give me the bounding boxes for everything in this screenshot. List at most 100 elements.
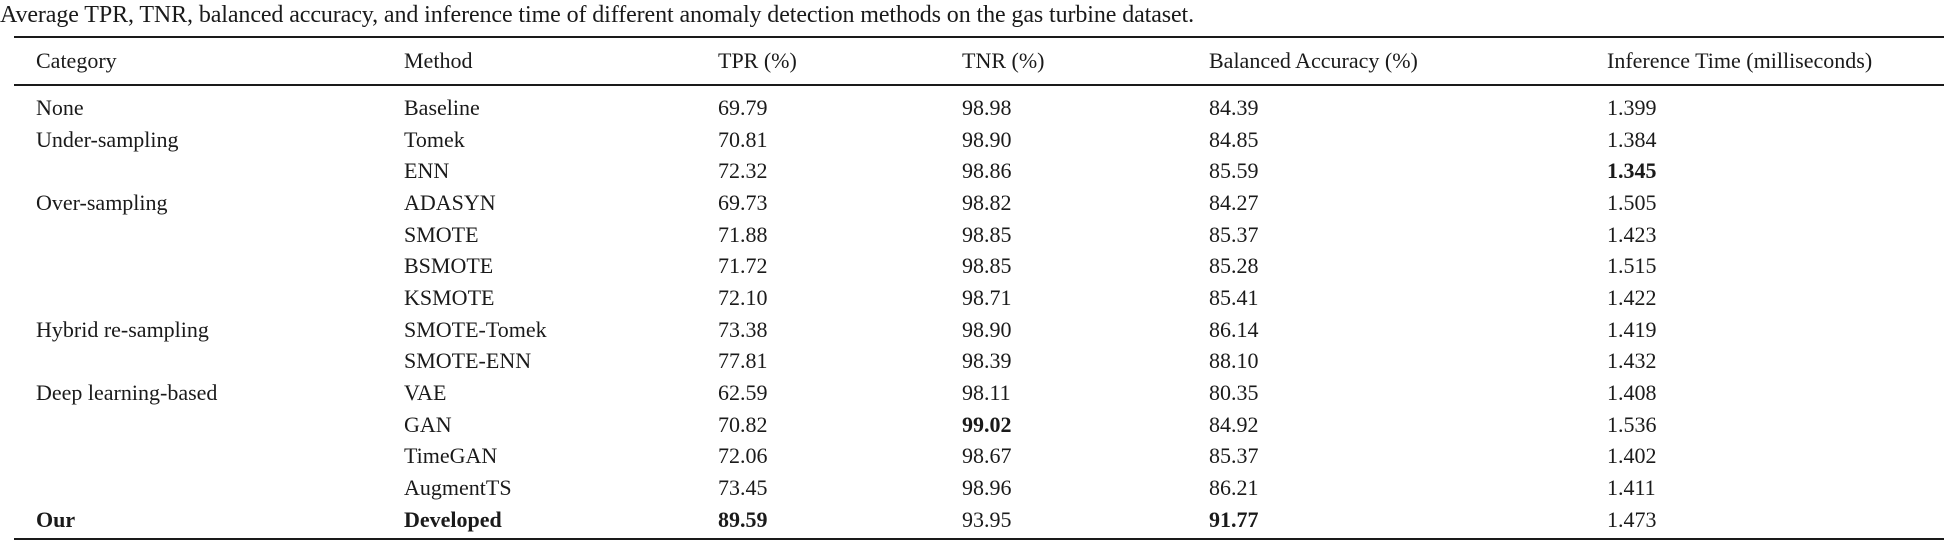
header-category: Category bbox=[14, 36, 382, 86]
tpr-cell: 72.32 bbox=[718, 158, 768, 184]
tpr-cell: 69.79 bbox=[718, 94, 768, 120]
method-cell: SMOTE-Tomek bbox=[404, 316, 547, 342]
tpr-cell: 70.82 bbox=[718, 411, 768, 437]
category-cell: None bbox=[36, 94, 84, 120]
tnr-cell: 98.82 bbox=[962, 189, 1012, 215]
balanced-accuracy-cell: 85.41 bbox=[1209, 284, 1259, 310]
category-cell bbox=[14, 409, 382, 441]
table-row: TimeGAN 72.06 98.67 85.37 1.402 bbox=[14, 441, 1944, 473]
tpr-cell: 73.38 bbox=[718, 316, 768, 342]
table-row: BSMOTE 71.72 98.85 85.28 1.515 bbox=[14, 250, 1944, 282]
tnr-cell: 93.95 bbox=[940, 503, 1187, 540]
tnr-cell: 98.85 bbox=[962, 221, 1012, 247]
tpr-cell: 62.59 bbox=[718, 380, 768, 406]
category-cell: Over-sampling bbox=[36, 189, 168, 215]
table-row: AugmentTS 73.45 98.96 86.21 1.411 bbox=[14, 472, 1944, 504]
table-row: Our Developed 89.59 93.95 91.77 1.473 bbox=[14, 503, 1944, 540]
balanced-accuracy-cell: 84.85 bbox=[1209, 126, 1259, 152]
tnr-cell: 98.85 bbox=[962, 253, 1012, 279]
tpr-cell: 73.45 bbox=[718, 475, 768, 501]
table-row: GAN 70.82 99.02 84.92 1.536 bbox=[14, 409, 1944, 441]
category-cell bbox=[14, 282, 382, 314]
header-balanced-accuracy: Balanced Accuracy (%) bbox=[1187, 36, 1585, 86]
tpr-cell: 69.73 bbox=[718, 189, 768, 215]
tnr-cell: 98.67 bbox=[962, 443, 1012, 469]
inference-time-cell: 1.345 bbox=[1607, 158, 1657, 184]
table-row: Deep learning-based VAE 62.59 98.11 80.35 1.4… bbox=[14, 377, 1944, 409]
balanced-accuracy-cell: 84.92 bbox=[1209, 411, 1259, 437]
inference-time-cell: 1.399 bbox=[1607, 94, 1657, 120]
category-cell bbox=[14, 441, 382, 473]
inference-time-cell: 1.536 bbox=[1607, 411, 1657, 437]
header-method: Method bbox=[382, 36, 696, 86]
method-cell: GAN bbox=[404, 411, 452, 437]
table-row: SMOTE 71.88 98.85 85.37 1.423 bbox=[14, 219, 1944, 251]
inference-time-cell: 1.384 bbox=[1607, 126, 1657, 152]
tpr-cell: 70.81 bbox=[718, 126, 768, 152]
balanced-accuracy-cell: 85.37 bbox=[1209, 221, 1259, 247]
table-row: Over-sampling ADASYN 69.73 98.82 84.27 1.505 bbox=[14, 187, 1944, 219]
inference-time-cell: 1.515 bbox=[1607, 253, 1657, 279]
header-tpr: TPR (%) bbox=[696, 36, 940, 86]
inference-time-cell: 1.473 bbox=[1585, 503, 1944, 540]
category-cell bbox=[14, 219, 382, 251]
category-cell: Deep learning-based bbox=[36, 380, 218, 406]
balanced-accuracy-cell: 86.21 bbox=[1209, 475, 1259, 501]
method-cell: AugmentTS bbox=[404, 475, 512, 501]
tpr-cell: 77.81 bbox=[718, 348, 768, 374]
method-cell: Baseline bbox=[404, 94, 480, 120]
inference-time-cell: 1.419 bbox=[1607, 316, 1657, 342]
table-row: KSMOTE 72.10 98.71 85.41 1.422 bbox=[14, 282, 1944, 314]
balanced-accuracy-cell: 85.37 bbox=[1209, 443, 1259, 469]
tnr-cell: 98.96 bbox=[962, 475, 1012, 501]
tnr-cell: 98.98 bbox=[962, 94, 1012, 120]
tpr-cell: 89.59 bbox=[696, 503, 940, 540]
balanced-accuracy-cell: 85.28 bbox=[1209, 253, 1259, 279]
tnr-cell: 98.39 bbox=[962, 348, 1012, 374]
tnr-cell: 98.86 bbox=[962, 158, 1012, 184]
inference-time-cell: 1.402 bbox=[1607, 443, 1657, 469]
tpr-cell: 72.10 bbox=[718, 284, 768, 310]
inference-time-cell: 1.422 bbox=[1607, 284, 1657, 310]
category-cell bbox=[14, 250, 382, 282]
balanced-accuracy-cell: 91.77 bbox=[1187, 503, 1585, 540]
table-row: None Baseline 69.79 98.98 84.39 1.399 bbox=[14, 85, 1944, 124]
method-cell: SMOTE-ENN bbox=[404, 348, 532, 374]
inference-time-cell: 1.505 bbox=[1607, 189, 1657, 215]
table-row: ENN 72.32 98.86 85.59 1.345 bbox=[14, 155, 1944, 187]
inference-time-cell: 1.411 bbox=[1607, 475, 1656, 501]
method-cell: Tomek bbox=[404, 126, 465, 152]
results-table-container: Category Method TPR (%) TNR (%) Balanced… bbox=[14, 36, 1944, 540]
table-body: None Baseline 69.79 98.98 84.39 1.399 Under-sa… bbox=[14, 85, 1944, 540]
tpr-cell: 72.06 bbox=[718, 443, 768, 469]
method-cell: BSMOTE bbox=[404, 253, 494, 279]
method-cell: ENN bbox=[404, 158, 450, 184]
method-cell: Developed bbox=[382, 503, 696, 540]
category-cell: Under-sampling bbox=[36, 126, 179, 152]
category-cell bbox=[14, 346, 382, 378]
tnr-cell: 98.11 bbox=[962, 380, 1011, 406]
method-cell: TimeGAN bbox=[404, 443, 498, 469]
table-row: SMOTE-ENN 77.81 98.39 88.10 1.432 bbox=[14, 346, 1944, 378]
tpr-cell: 71.88 bbox=[718, 221, 768, 247]
inference-time-cell: 1.423 bbox=[1607, 221, 1657, 247]
method-cell: SMOTE bbox=[404, 221, 479, 247]
category-cell: Our bbox=[14, 503, 382, 540]
category-cell: Hybrid re-sampling bbox=[36, 316, 209, 342]
results-table: Category Method TPR (%) TNR (%) Balanced… bbox=[14, 36, 1944, 540]
balanced-accuracy-cell: 80.35 bbox=[1209, 380, 1259, 406]
method-cell: KSMOTE bbox=[404, 284, 495, 310]
table-row: Under-sampling Tomek 70.81 98.90 84.85 1.384 bbox=[14, 124, 1944, 156]
tnr-cell: 98.90 bbox=[962, 316, 1012, 342]
category-cell bbox=[14, 155, 382, 187]
inference-time-cell: 1.432 bbox=[1607, 348, 1657, 374]
tpr-cell: 71.72 bbox=[718, 253, 768, 279]
header-inference-time: Inference Time (milliseconds) bbox=[1585, 36, 1944, 86]
tnr-cell: 99.02 bbox=[962, 411, 1012, 437]
balanced-accuracy-cell: 84.39 bbox=[1209, 94, 1259, 120]
tnr-cell: 98.71 bbox=[962, 284, 1012, 310]
category-cell bbox=[14, 472, 382, 504]
tnr-cell: 98.90 bbox=[962, 126, 1012, 152]
method-cell: VAE bbox=[404, 380, 447, 406]
header-tnr: TNR (%) bbox=[940, 36, 1187, 86]
